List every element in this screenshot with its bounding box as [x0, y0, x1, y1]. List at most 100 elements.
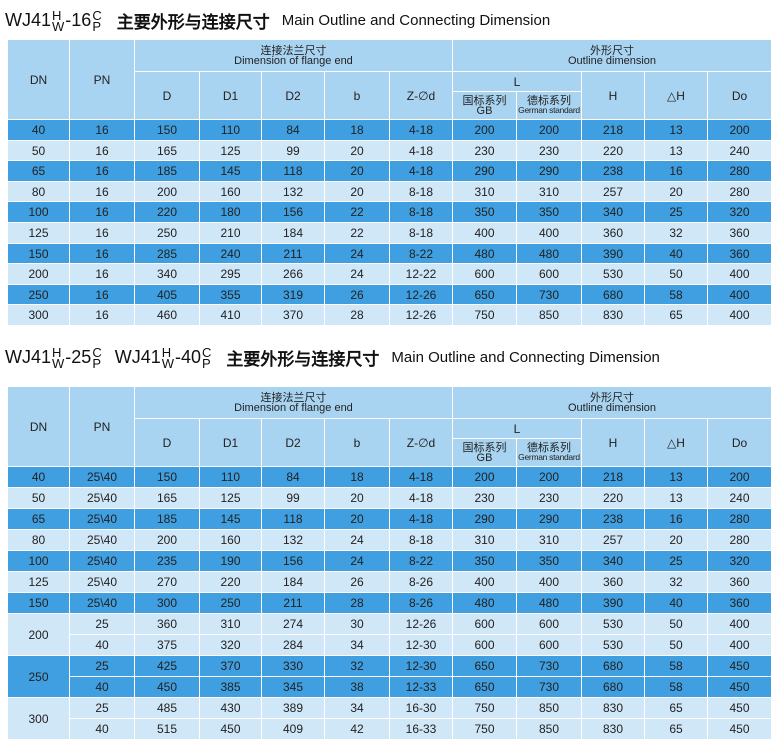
cell-text: 185 — [156, 164, 178, 178]
data-cell: 730 — [517, 677, 581, 697]
data-cell: 220 — [582, 141, 644, 160]
cell-text: 132 — [282, 184, 304, 199]
cell-text: 390 — [602, 246, 624, 261]
data-cell: 4-18 — [390, 488, 452, 508]
cell-text: 156 — [282, 205, 304, 219]
data-cell: 250 — [200, 593, 261, 613]
data-cell: 40 — [8, 467, 69, 487]
cell-text: 125 — [28, 226, 49, 240]
data-cell: 99 — [262, 488, 324, 508]
data-cell: 730 — [517, 656, 581, 676]
header-cell: D2 — [262, 72, 324, 119]
data-cell: 600 — [453, 635, 516, 655]
cell-text: 200 — [28, 627, 49, 642]
data-cell: 25\40 — [70, 509, 134, 529]
data-cell: 184 — [262, 223, 324, 243]
cell-text: 25\40 — [86, 533, 118, 547]
data-cell: 210 — [200, 223, 261, 243]
cell-text: 389 — [282, 701, 304, 715]
data-cell: 12-26 — [390, 285, 452, 304]
data-cell: 156 — [262, 551, 324, 571]
data-cell: 40 — [645, 244, 707, 263]
data-cell: 290 — [517, 509, 581, 529]
cell-text: 12-22 — [405, 267, 437, 281]
data-cell: 12-22 — [390, 264, 452, 284]
cell-text: 390 — [602, 596, 624, 610]
cell-text: 750 — [474, 722, 495, 736]
cell-text: 230 — [474, 491, 495, 505]
sub: P — [202, 355, 211, 371]
cell-text: 266 — [282, 267, 304, 281]
data-cell: 385 — [200, 677, 261, 697]
cell-text: 345 — [282, 680, 304, 694]
data-cell: 200 — [517, 120, 581, 140]
cell-text: 16 — [95, 184, 109, 199]
cell-text: 340 — [156, 267, 178, 281]
cell-text: 480 — [538, 246, 560, 261]
cell-text: 40 — [669, 246, 683, 261]
data-cell: 34 — [325, 698, 389, 718]
data-cell: 850 — [517, 719, 581, 739]
header-cell: D — [135, 419, 199, 466]
header-cell: D — [135, 72, 199, 119]
cell-text: 320 — [729, 554, 750, 568]
cell-text: 110 — [220, 470, 241, 484]
data-cell: 211 — [262, 244, 324, 263]
cell-text: 600 — [474, 638, 495, 652]
data-cell: 156 — [262, 202, 324, 222]
cell-text: 385 — [220, 680, 241, 694]
data-cell: 50 — [645, 614, 707, 634]
cell-text: H — [608, 435, 618, 450]
data-cell: 12-33 — [390, 677, 452, 697]
cell-text: D1 — [222, 435, 239, 450]
data-cell: 400 — [708, 264, 771, 284]
cell-text: 20 — [669, 184, 683, 199]
data-cell: 290 — [453, 509, 516, 529]
data-cell: 284 — [262, 635, 324, 655]
cell-text: 18 — [350, 470, 364, 484]
data-cell: 25 — [645, 551, 707, 571]
data-cell: 16-33 — [390, 719, 452, 739]
data-cell: 450 — [708, 656, 771, 676]
data-cell: 80 — [8, 530, 69, 550]
data-cell: 58 — [645, 677, 707, 697]
data-cell: 110 — [200, 467, 261, 487]
data-cell: 200 — [453, 120, 516, 140]
cell-text: 40 — [95, 638, 109, 652]
data-cell: 190 — [200, 551, 261, 571]
data-cell: 230 — [517, 141, 581, 160]
cell-text: 13 — [669, 123, 683, 137]
cell-text: 26 — [350, 287, 364, 302]
model: WJ41 — [114, 347, 161, 367]
cell-text: 370 — [282, 308, 304, 322]
data-cell: 300 — [8, 698, 69, 739]
cell-text: 360 — [602, 575, 624, 589]
cell-text: △H — [667, 88, 685, 103]
cell-text: 405 — [156, 287, 178, 302]
cell-text: 50 — [31, 491, 46, 505]
cell-text: 360 — [729, 226, 750, 240]
data-cell: 650 — [453, 285, 516, 304]
cell-text: 28 — [350, 596, 364, 610]
data-cell: 211 — [262, 593, 324, 613]
cell-text: 12-26 — [405, 308, 437, 322]
cell-text: Do — [731, 435, 748, 450]
cell-text: 4-18 — [408, 491, 434, 505]
data-cell: 50 — [8, 488, 69, 508]
cell-text: 600 — [474, 617, 495, 631]
cell-text: b — [353, 435, 361, 450]
cell-text: German standard — [518, 105, 580, 115]
cell-text: 65 — [669, 701, 683, 715]
cell-text: Do — [731, 88, 748, 103]
cell-text: 25 — [669, 554, 683, 568]
data-cell: 20 — [645, 182, 707, 201]
cell-text: 400 — [729, 308, 750, 322]
sub: W — [52, 18, 65, 34]
cell-text: 84 — [286, 470, 300, 484]
data-cell: 480 — [453, 244, 516, 263]
data-cell: 375 — [135, 635, 199, 655]
cell-text: D — [162, 88, 172, 103]
cell-text: 38 — [350, 680, 364, 694]
cell-text: 220 — [602, 491, 624, 505]
